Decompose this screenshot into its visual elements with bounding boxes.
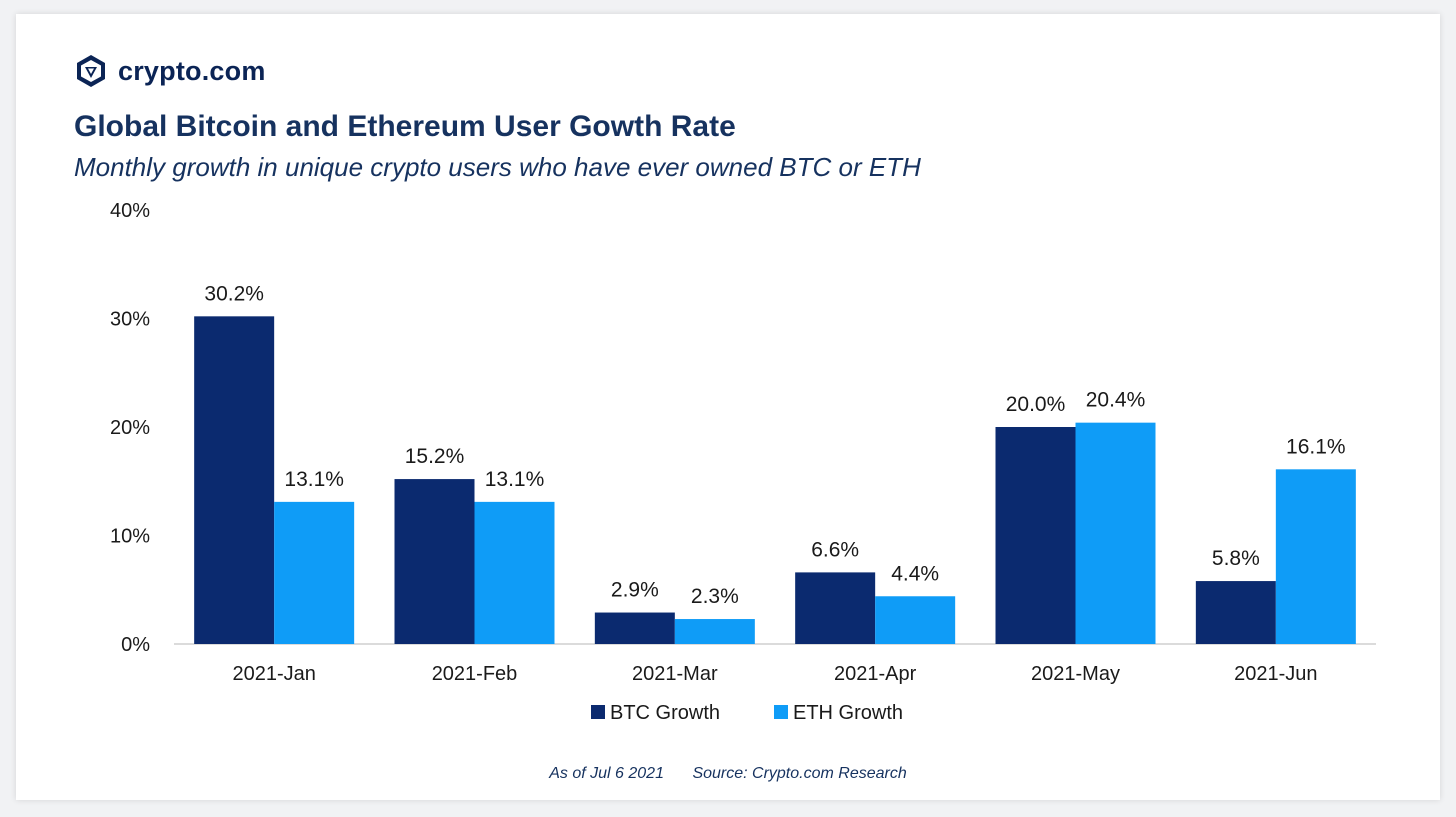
eth-bar — [1275, 469, 1356, 644]
y-tick-label: 40% — [110, 200, 150, 222]
chart-subtitle: Monthly growth in unique crypto users wh… — [74, 152, 921, 182]
legend-label: BTC Growth — [610, 702, 720, 724]
source-note: Source: Crypto.com Research — [692, 765, 907, 782]
footnote: As of Jul 6 2021 Source: Crypto.com Rese… — [16, 765, 1440, 783]
chart-card: crypto.com Global Bitcoin and Ethereum U… — [16, 14, 1440, 800]
brand-name: crypto.com — [118, 55, 266, 86]
btc-bar — [194, 316, 275, 644]
data-label: 16.1% — [1286, 435, 1346, 458]
eth-bar — [1075, 422, 1156, 644]
data-label: 4.4% — [891, 562, 939, 585]
x-tick-label: 2021-Feb — [432, 663, 518, 685]
data-label: 13.1% — [485, 468, 545, 491]
eth-bar — [274, 501, 355, 644]
legend-swatch — [591, 705, 605, 719]
x-tick-label: 2021-Jun — [1234, 663, 1317, 685]
y-tick-label: 0% — [121, 634, 150, 656]
data-label: 2.9% — [611, 579, 659, 602]
btc-bar — [394, 479, 475, 644]
y-tick-label: 30% — [110, 309, 150, 331]
data-label: 2.3% — [691, 585, 739, 608]
btc-bar — [594, 612, 675, 644]
btc-bar — [995, 427, 1076, 644]
eth-bar — [474, 501, 555, 644]
legend-label: ETH Growth — [793, 702, 903, 724]
data-label: 6.6% — [811, 538, 859, 561]
bar-chart: 0% 10% 20% 30% 40% 30.2% 13.1% 2021-Jan 15.2% 13.… — [110, 200, 1376, 724]
data-label: 20.0% — [1006, 393, 1066, 416]
x-tick-label: 2021-Mar — [632, 663, 718, 685]
crypto-com-logo-icon — [77, 55, 105, 87]
data-label: 20.4% — [1086, 389, 1146, 412]
brand: crypto.com — [76, 54, 266, 88]
y-tick-label: 10% — [110, 526, 150, 548]
data-label: 13.1% — [284, 468, 344, 491]
data-label: 15.2% — [405, 445, 465, 468]
legend-swatch — [774, 705, 788, 719]
x-tick-label: 2021-Apr — [834, 663, 917, 685]
chart-title: Global Bitcoin and Ethereum User Gowth R… — [74, 110, 736, 143]
y-tick-label: 20% — [110, 417, 150, 439]
x-tick-label: 2021-Jan — [232, 663, 315, 685]
eth-bar — [875, 596, 956, 644]
btc-bar — [795, 572, 876, 644]
data-label: 30.2% — [204, 282, 264, 305]
data-label: 5.8% — [1212, 547, 1260, 570]
as-of-date: As of Jul 6 2021 — [549, 765, 664, 782]
x-tick-label: 2021-May — [1031, 663, 1120, 685]
btc-bar — [1195, 581, 1276, 644]
eth-bar — [674, 619, 755, 644]
